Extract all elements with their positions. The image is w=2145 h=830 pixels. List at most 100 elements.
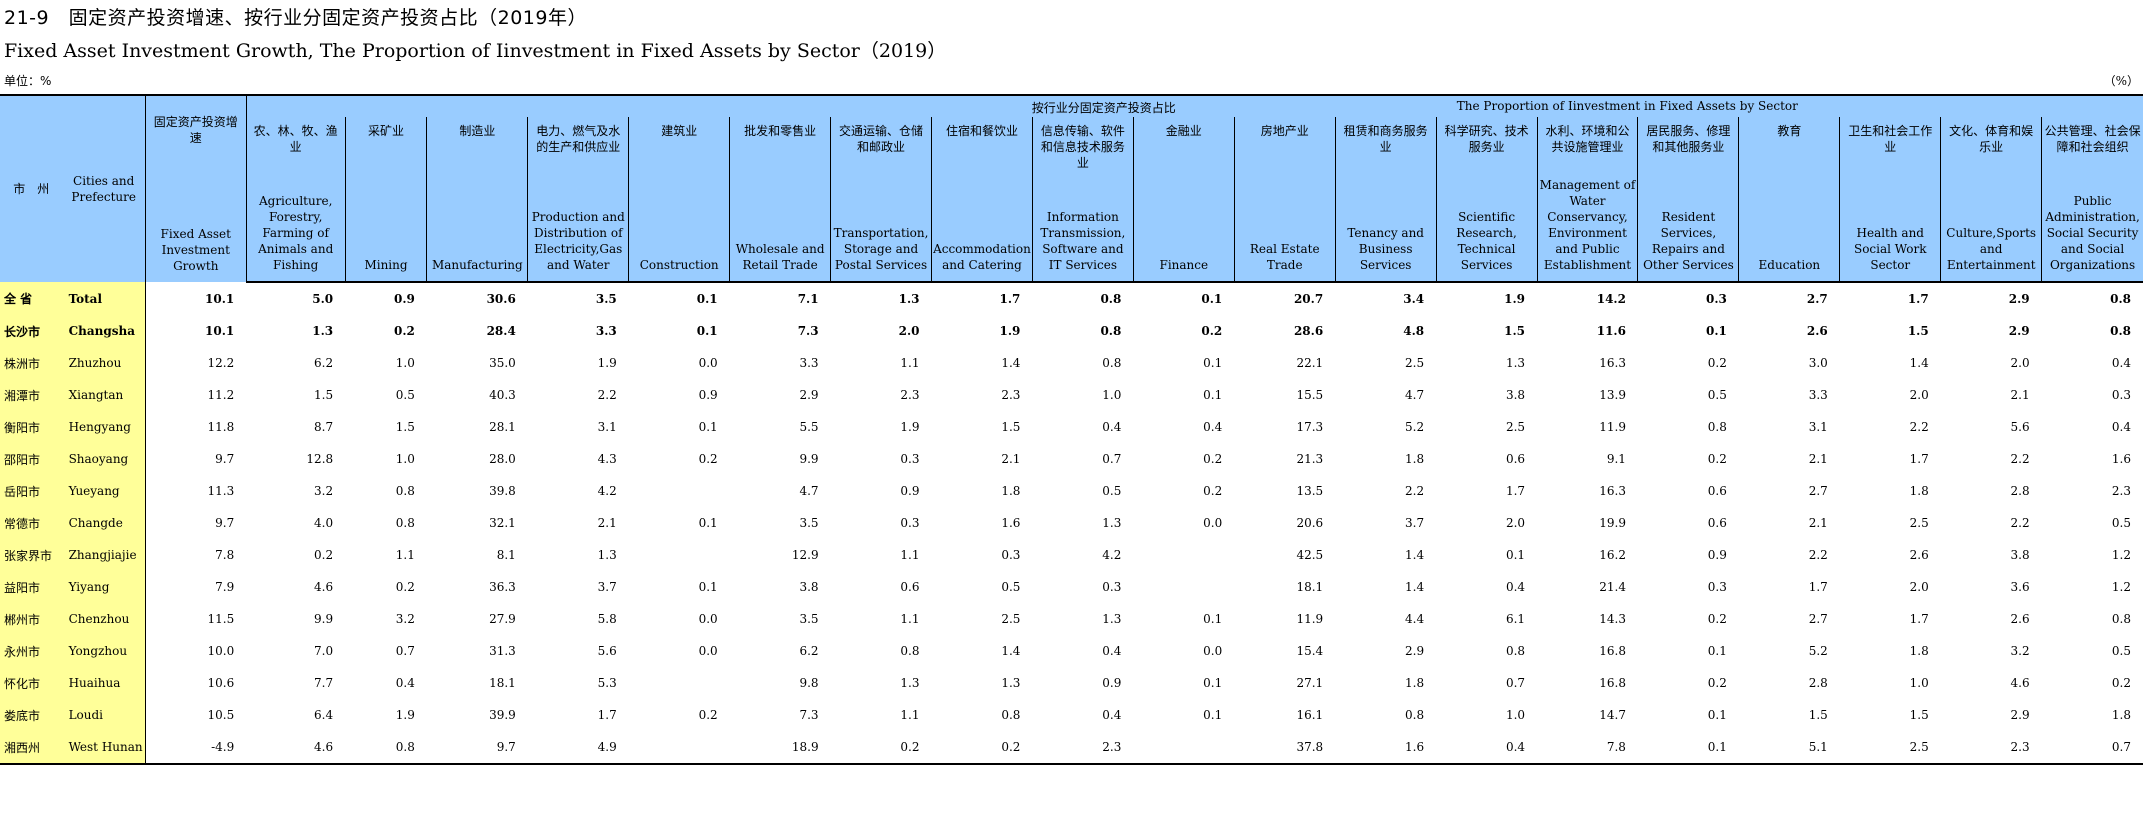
table-cell: 1.8 <box>1001 484 1021 498</box>
table-cell: 27.9 <box>489 612 516 626</box>
table-cell: 2.5 <box>1505 420 1526 434</box>
table-row: 张家界市 Zhangjiajie 7.8 0.2 1.1 8.1 1.3 12.9 1.1 0.3… <box>0 539 2143 571</box>
table-cell: 9.1 <box>1606 452 1626 466</box>
table-cell: 0.2 <box>1707 356 1727 370</box>
sector-label-en: Real Estate Trade <box>1249 242 1320 272</box>
table-cell: 0.0 <box>1203 516 1223 530</box>
sector-label-cn: 制造业 <box>459 124 496 138</box>
sector-label-cn: 公共管理、社会保障和社会组织 <box>2044 124 2141 154</box>
table-cell: 3.1 <box>597 420 617 434</box>
table-cell: 0.1 <box>1201 292 1223 306</box>
table-cell: 0.5 <box>1001 580 1021 594</box>
table-cell: 0.2 <box>1707 612 1727 626</box>
table-cell: 0.4 <box>2111 420 2131 434</box>
table-title-chinese: 21-9 固定资产投资增速、按行业分固定资产投资占比（2019年） <box>4 7 587 29</box>
table-row: 株洲市 Zhuzhou 12.2 6.2 1.0 35.0 1.9 0.0 3.3 1.1 1.4 0… <box>0 347 2143 379</box>
table-cell: 1.1 <box>395 548 415 562</box>
row-city-en: Shaoyang <box>62 443 146 475</box>
table-cell: 0.1 <box>1203 356 1223 370</box>
table-cell: 0.2 <box>698 452 718 466</box>
table-cell: 1.4 <box>1001 356 1021 370</box>
table-cell: 2.1 <box>1001 452 1021 466</box>
table-cell <box>1133 731 1235 765</box>
table-cell: 0.1 <box>1707 708 1727 722</box>
table-cell: 9.8 <box>799 676 819 690</box>
table-cell: 4.2 <box>1102 548 1122 562</box>
table-cell: 0.3 <box>1001 548 1021 562</box>
table-cell: 10.5 <box>207 708 235 722</box>
table-cell: 14.2 <box>1596 292 1626 306</box>
sector-label-cn: 建筑业 <box>661 124 698 138</box>
table-cell: 4.2 <box>597 484 617 498</box>
table-cell: 7.0 <box>314 644 334 658</box>
header-sector-17: 文化、体育和娱乐业 Culture,Sports and Entertainmen… <box>1940 117 2042 283</box>
investment-table: 市 州 Cities and Prefecture 固定资产投资增速 Fixed… <box>0 94 2143 765</box>
row-city-en: Changde <box>62 507 146 539</box>
table-cell: 1.4 <box>1405 580 1425 594</box>
header-group-en: The Proportion of Iinvestment in Fixed A… <box>1456 99 1798 113</box>
table-cell: 0.0 <box>698 356 718 370</box>
table-cell: 2.7 <box>1808 484 1828 498</box>
table-cell: 7.3 <box>799 708 819 722</box>
row-city-en: Changsha <box>62 315 146 347</box>
row-city-en: Xiangtan <box>62 379 146 411</box>
table-cell: 10.1 <box>205 291 235 306</box>
table-cell: 5.1 <box>1738 731 1840 765</box>
table-cell: 0.4 <box>2111 356 2131 370</box>
table-cell: 42.5 <box>1296 548 1324 562</box>
table-cell: 7.8 <box>215 548 235 562</box>
table-cell: 0.2 <box>1707 676 1727 690</box>
table-cell: 0.5 <box>1102 484 1122 498</box>
header-sector-9: 金融业 Finance <box>1132 117 1235 283</box>
table-row: 岳阳市 Yueyang 11.3 3.2 0.8 39.8 4.2 4.7 0.9 1.8 0.5 0… <box>0 475 2143 507</box>
table-cell: 2.3 <box>1001 388 1021 402</box>
table-cell: 0.4 <box>395 676 415 690</box>
table-cell: 3.5 <box>595 292 617 306</box>
table-cell: 31.3 <box>489 644 516 658</box>
table-cell: 0.4 <box>1505 580 1526 594</box>
sector-label-en: Public Administration, Social Security a… <box>2045 194 2140 272</box>
table-cell: 4.7 <box>799 484 819 498</box>
table-cell: 0.6 <box>1707 484 1727 498</box>
table-cell: 1.9 <box>1504 292 1526 306</box>
table-cell: 0.2 <box>931 731 1033 765</box>
table-cell: 9.9 <box>314 612 334 626</box>
sector-label-en: Agriculture, Forestry, Farming of Animal… <box>258 194 334 272</box>
table-cell: 0.2 <box>830 731 932 765</box>
table-cell: 5.8 <box>597 612 617 626</box>
table-cell: 39.8 <box>489 484 516 498</box>
table-row: 娄底市 Loudi 10.5 6.4 1.9 39.9 1.7 0.2 7.3 1.1 0.8 0.4… <box>0 699 2143 731</box>
table-cell: 1.7 <box>1808 580 1828 594</box>
table-cell: 0.1 <box>1637 731 1739 765</box>
unit-label-right: （%） <box>2103 74 2139 88</box>
header-sector-12: 科学研究、技术服务业 Scientific Research, Technical… <box>1435 117 1538 283</box>
table-cell: 27.1 <box>1296 676 1324 690</box>
table-cell: 1.7 <box>1909 452 1929 466</box>
row-city-cn: 衡阳市 <box>0 411 63 443</box>
table-cell: 1.1 <box>900 356 920 370</box>
table-cell: 1.7 <box>1909 612 1929 626</box>
row-city-en: Huaihua <box>62 667 146 699</box>
table-cell: 14.3 <box>1599 612 1626 626</box>
table-title-english: Fixed Asset Investment Growth, The Propo… <box>4 40 947 62</box>
table-cell: 0.4 <box>1102 708 1122 722</box>
table-cell: 1.3 <box>900 676 920 690</box>
row-city-cn: 邵阳市 <box>0 443 63 475</box>
table-cell: 3.1 <box>1808 420 1828 434</box>
table-cell: 21.3 <box>1296 452 1324 466</box>
table-cell: 0.4 <box>1102 420 1122 434</box>
table-cell: 0.3 <box>2111 388 2131 402</box>
header-sector-group: 按行业分固定资产投资占比 The Proportion of Iinvestme… <box>245 94 2143 117</box>
table-cell: 4.6 <box>246 731 346 765</box>
table-cell: 3.7 <box>597 580 617 594</box>
table-cell: 0.8 <box>2111 612 2131 626</box>
table-cell <box>1133 571 1234 603</box>
table-cell: 1.3 <box>1102 516 1122 530</box>
header-sector-0: 农、林、牧、渔业 Agriculture, Forestry, Farming o… <box>245 117 346 283</box>
table-cell: 1.9 <box>597 356 617 370</box>
row-city-en: Yiyang <box>62 571 146 603</box>
row-city-cn: 常德市 <box>0 507 63 539</box>
table-cell: 2.2 <box>1405 484 1425 498</box>
table-cell: 9.7 <box>215 516 235 530</box>
row-city-cn: 益阳市 <box>0 571 63 603</box>
